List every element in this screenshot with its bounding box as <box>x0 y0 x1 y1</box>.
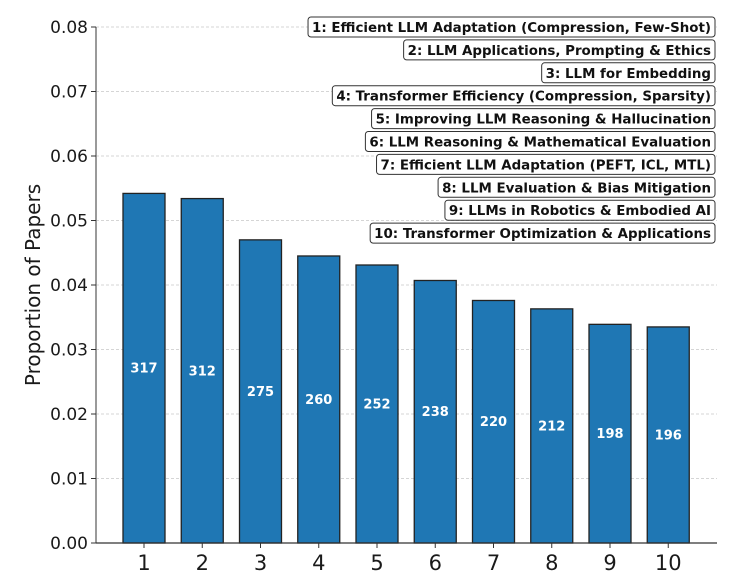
bar-count-labels: 317 312 275 260 252 238 220 212 198 196 <box>130 362 681 444</box>
y-tick-label: 0.00 <box>50 534 88 554</box>
legend-entry: 4: Transformer Efficiency (Compression, … <box>331 85 716 107</box>
legend-label: 4: Transformer Efficiency (Compression, … <box>336 90 711 105</box>
legend-label: 8: LLM Evaluation & Bias Mitigation <box>442 181 711 196</box>
y-tick-label: 0.05 <box>50 212 88 232</box>
legend-entry: 1: Efficient LLM Adaptation (Compression… <box>307 16 716 38</box>
legend-box <box>444 199 716 221</box>
legend-label: 6: LLM Reasoning & Mathematical Evaluati… <box>369 136 711 151</box>
x-tick-label: 6 <box>429 551 442 575</box>
bar-3 <box>238 239 283 544</box>
legend-label: 10: Transformer Optimization & Applicati… <box>374 227 711 242</box>
legend-label: 5: Improving LLM Reasoning & Hallucinati… <box>376 113 711 128</box>
x-tick-label: 10 <box>655 551 682 575</box>
bars <box>122 192 690 544</box>
bar-4 <box>297 255 341 544</box>
legend-box <box>369 222 716 244</box>
bar-count-label: 212 <box>538 419 565 434</box>
x-tick-label: 8 <box>545 551 558 575</box>
legend-entry: 6: LLM Reasoning & Mathematical Evaluati… <box>364 131 716 152</box>
bar-count-label: 260 <box>305 393 332 408</box>
legend-box <box>541 62 716 84</box>
legend-label: 9: LLMs in Robotics & Embodied AI <box>449 204 711 219</box>
legend-entry: 10: Transformer Optimization & Applicati… <box>369 222 716 244</box>
y-tick-label: 0.07 <box>50 83 88 103</box>
legend-entry: 2: LLM Applications, Prompting & Ethics <box>403 39 716 61</box>
legend-label: 7: Efficient LLM Adaptation (PEFT, ICL, … <box>381 158 711 173</box>
bar-count-label: 252 <box>363 398 390 413</box>
x-tick-label: 3 <box>254 551 267 575</box>
bar-count-label: 198 <box>596 427 623 442</box>
legend-box <box>403 39 716 61</box>
y-tick-label: 0.01 <box>50 470 88 490</box>
x-tick-label: 9 <box>603 551 616 575</box>
bar-6 <box>413 279 457 544</box>
y-tick-label: 0.03 <box>50 341 88 361</box>
x-axis-ticks: 1 2 3 4 5 6 7 8 9 10 <box>137 543 682 575</box>
bar-8 <box>530 308 574 544</box>
y-axis-title: Proportion of Papers <box>21 184 45 386</box>
bar-count-label: 312 <box>189 364 216 379</box>
legend-box <box>371 108 716 130</box>
legend-box <box>331 85 716 107</box>
bar-count-label: 317 <box>130 362 157 377</box>
legend-box <box>364 131 716 152</box>
x-tick-label: 5 <box>370 551 383 575</box>
y-axis-ticks: 0.00 0.01 0.02 0.03 0.04 0.05 0.06 0.07 0.08 <box>50 18 96 554</box>
legend-label: 2: LLM Applications, Prompting & Ethics <box>408 44 711 59</box>
legend-label: 3: LLM for Embedding <box>546 67 711 82</box>
legend-label: 1: Efficient LLM Adaptation (Compression… <box>312 21 711 36</box>
bar-10 <box>646 326 690 544</box>
legend-box <box>307 16 716 38</box>
legend-entry: 8: LLM Evaluation & Bias Mitigation <box>437 176 716 198</box>
bar-count-label: 275 <box>247 385 274 400</box>
legend-entry: 3: LLM for Embedding <box>541 62 716 84</box>
x-tick-label: 4 <box>312 551 325 575</box>
bar-count-label: 220 <box>480 415 507 430</box>
legend-box <box>376 153 716 175</box>
legend: 1: Efficient LLM Adaptation (Compression… <box>307 16 716 244</box>
x-tick-label: 7 <box>487 551 500 575</box>
x-tick-label: 2 <box>196 551 209 575</box>
y-tick-label: 0.06 <box>50 147 88 167</box>
bar-count-label: 238 <box>422 405 449 420</box>
bar-7 <box>471 299 516 544</box>
y-tick-label: 0.04 <box>50 276 88 296</box>
bar-count-label: 196 <box>655 428 682 443</box>
legend-entry: 9: LLMs in Robotics & Embodied AI <box>444 199 716 221</box>
bar-5 <box>355 264 399 544</box>
bar-9 <box>588 323 632 544</box>
legend-entry: 7: Efficient LLM Adaptation (PEFT, ICL, … <box>376 153 716 175</box>
y-tick-label: 0.08 <box>50 18 88 38</box>
x-tick-label: 1 <box>137 551 150 575</box>
legend-box <box>437 176 716 198</box>
bar-1 <box>122 192 166 544</box>
legend-entry: 5: Improving LLM Reasoning & Hallucinati… <box>371 108 716 130</box>
y-tick-label: 0.02 <box>50 405 88 425</box>
